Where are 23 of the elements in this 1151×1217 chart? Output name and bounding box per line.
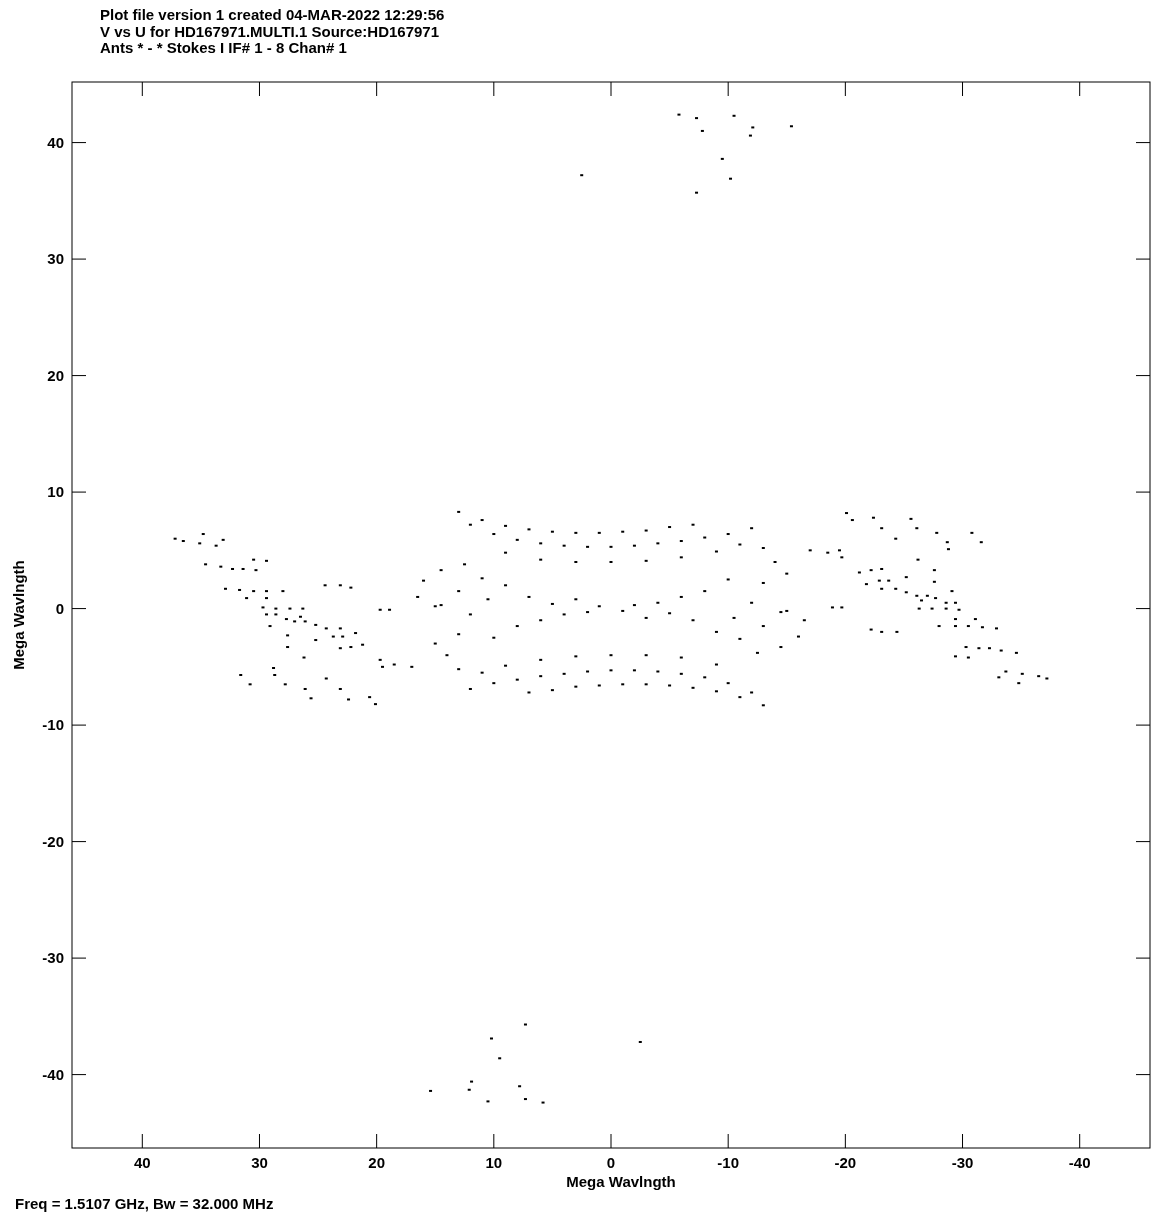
y-tick-label: 0 bbox=[55, 599, 64, 617]
y-tick-label: -40 bbox=[42, 1065, 64, 1083]
y-tick-label: 10 bbox=[47, 483, 64, 501]
x-tick-label: 0 bbox=[606, 1154, 616, 1171]
y-tick-label: -10 bbox=[42, 716, 64, 734]
y-tick-label: 20 bbox=[47, 366, 64, 384]
x-tick-label: 30 bbox=[251, 1154, 268, 1171]
x-tick-label: -20 bbox=[834, 1154, 857, 1171]
x-tick-label: -30 bbox=[951, 1154, 974, 1171]
x-tick-label: -10 bbox=[717, 1154, 740, 1171]
x-tick-label: 10 bbox=[485, 1154, 503, 1171]
chart-title: Plot file version 1 created 04-MAR-2022 12:29:56 bbox=[100, 6, 445, 23]
y-tick-label: 30 bbox=[47, 250, 64, 268]
x-axis-title: Mega Wavlngth bbox=[566, 1173, 676, 1190]
x-tick-label: -40 bbox=[1068, 1154, 1091, 1171]
x-tick-label: 20 bbox=[368, 1154, 385, 1171]
chart-subtitle: V vs U for HD167971.MULTI.1 Source:HD167971 Ants * - * Stokes I IF# 1 - 8 Chan# 1 bbox=[100, 23, 440, 56]
y-tick-label: -30 bbox=[42, 949, 64, 967]
x-tick-label: 40 bbox=[133, 1154, 151, 1171]
y-axis-title: Mega Wavlngth bbox=[10, 560, 27, 670]
text: Freq = 1.5107 GHz, Bw = 32.000 MHz bbox=[15, 1195, 274, 1212]
y-tick-label: -20 bbox=[42, 832, 64, 850]
y-tick-label: 40 bbox=[47, 133, 64, 151]
